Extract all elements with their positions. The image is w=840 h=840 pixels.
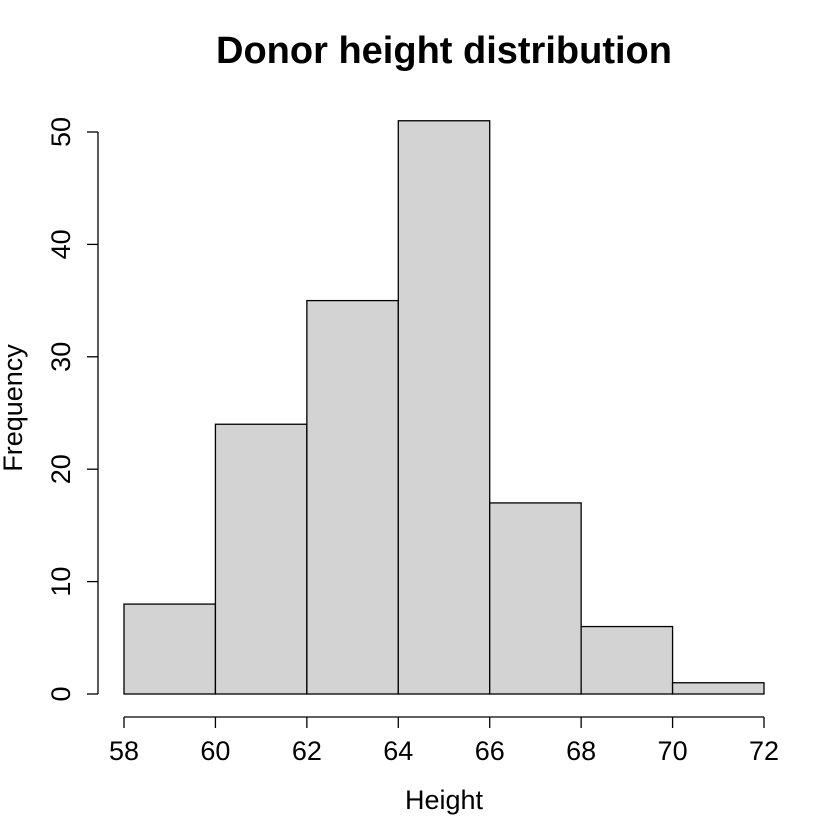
- y-tick-label: 50: [46, 117, 76, 147]
- y-tick-label: 10: [46, 567, 76, 597]
- histogram-bar: [671, 682, 765, 695]
- bars-group: [123, 120, 765, 695]
- chart-title: Donor height distribution: [216, 30, 672, 72]
- y-tick-label: 40: [46, 229, 76, 259]
- x-axis-label: Height: [405, 785, 484, 815]
- y-axis: 0 10 20 30 40 50: [46, 117, 99, 702]
- x-tick-label: 72: [749, 736, 779, 766]
- histogram-bar: [214, 423, 308, 695]
- y-axis-label: Frequency: [0, 344, 28, 472]
- x-tick-label: 68: [566, 736, 596, 766]
- y-tick-label: 20: [46, 454, 76, 484]
- y-tick-label: 30: [46, 342, 76, 372]
- histogram-bar: [306, 299, 399, 695]
- y-tick-label: 0: [46, 686, 76, 701]
- x-tick-label: 64: [383, 736, 413, 766]
- x-tick-label: 60: [200, 736, 230, 766]
- histogram-bar: [489, 502, 582, 695]
- x-tick-label: 58: [109, 736, 139, 766]
- histogram-bar: [397, 120, 491, 695]
- histogram-bar: [123, 603, 217, 695]
- x-tick-label: 66: [475, 736, 505, 766]
- x-axis: 58 60 62 64 66 68 70 72: [109, 716, 779, 766]
- x-tick-label: 70: [658, 736, 688, 766]
- x-tick-label: 62: [292, 736, 322, 766]
- histogram-bar: [580, 625, 674, 695]
